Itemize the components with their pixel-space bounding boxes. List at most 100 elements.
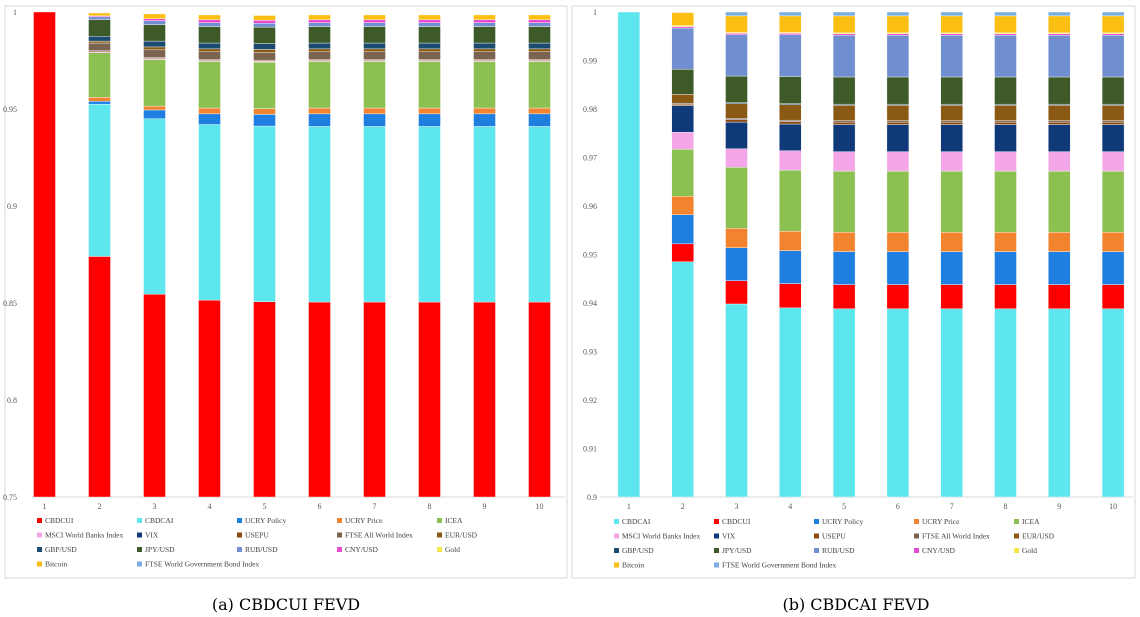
bar-segment-cbdcai <box>143 118 166 295</box>
bar-segment-gbp-usd <box>143 40 166 48</box>
legend-label: Gold <box>445 545 460 554</box>
bar-segment-ucry-price <box>1101 231 1125 252</box>
bar-segment-cbdcui <box>528 301 551 497</box>
bar-segment-eur-usd <box>779 104 802 121</box>
legend-item-eur-usd: EUR/USD <box>1014 532 1055 541</box>
panel-b-x-ticks: 1 2 3 4 5 6 7 8 9 10 <box>627 502 1117 511</box>
bar-segment-cbdcui <box>363 301 386 497</box>
bar-column-3 <box>143 13 166 497</box>
bar-segment-icea <box>994 170 1017 233</box>
y-tick-label: 0.9 <box>587 493 597 502</box>
legend-label: FTSE All World Index <box>922 532 990 541</box>
y-tick-label: 0.91 <box>583 445 597 454</box>
bar-segment-eur-usd <box>725 103 748 119</box>
bar-segment-cbdcai <box>363 126 386 303</box>
y-tick-label: 0.97 <box>583 154 597 163</box>
bar-segment-ucry-policy <box>88 101 111 105</box>
bar-segment-jpy-usd <box>253 26 276 44</box>
bar-segment-jpy-usd <box>832 76 856 105</box>
bar-segment-bitcoin <box>308 14 331 20</box>
bar-segment-ucry-price <box>779 231 802 251</box>
bar-segment-bitcoin <box>528 14 551 20</box>
legend-label: EUR/USD <box>445 531 478 540</box>
bar-segment-eur-usd <box>198 48 221 52</box>
bar-segment-cny-usd <box>1101 33 1125 36</box>
bar-segment-ucry-price <box>1048 231 1071 252</box>
bar-segment-icea <box>940 170 963 233</box>
bar-segment-vix <box>886 124 910 152</box>
bar-column-8 <box>418 14 441 497</box>
legend-item-icea: ICEA <box>437 516 463 525</box>
y-tick-label: 1 <box>593 8 597 17</box>
bar-segment-rub-usd <box>1048 35 1071 78</box>
bar-segment-usepu <box>1048 121 1071 125</box>
bar-segment-rub-usd <box>363 22 386 27</box>
bar-segment-eur-usd <box>832 104 856 121</box>
legend-swatch <box>614 519 619 524</box>
bar-segment-cbdcui <box>33 12 56 497</box>
bar-segment-ftse-all-world-index <box>418 51 441 60</box>
bar-segment-bitcoin <box>418 14 441 20</box>
bar-segment-ucry-policy <box>940 251 963 285</box>
bar-segment-bitcoin <box>253 15 276 21</box>
bar-segment-rub-usd <box>88 16 111 20</box>
legend-label: RUB/USD <box>822 546 855 555</box>
bar-segment-ucry-price <box>994 231 1017 252</box>
bar-segment-icea <box>418 61 441 109</box>
x-tick-label: 4 <box>208 502 212 511</box>
y-tick-label: 0.93 <box>583 348 597 357</box>
bar-segment-jpy-usd <box>725 75 748 103</box>
y-tick-label: 0.75 <box>3 493 17 502</box>
bar-segment-ftse-all-world-index <box>473 51 496 60</box>
bar-segment-ucry-policy <box>198 113 221 125</box>
legend-label: Bitcoin <box>622 561 644 570</box>
bar-segment-jpy-usd <box>1101 76 1125 105</box>
bar-segment-eur-usd <box>88 40 111 44</box>
bar-segment-jpy-usd <box>1048 76 1071 105</box>
x-tick-label: 5 <box>842 502 846 511</box>
bar-segment-cny-usd <box>473 19 496 23</box>
x-tick-label: 7 <box>373 502 377 511</box>
bar-segment-rub-usd <box>779 34 802 77</box>
legend-swatch <box>37 532 42 538</box>
legend-swatch <box>437 518 442 523</box>
bar-column-9 <box>473 14 496 497</box>
legend-item-bitcoin: Bitcoin <box>37 560 67 569</box>
legend-swatch <box>437 547 442 552</box>
bar-column-9 <box>1048 12 1071 497</box>
bar-segment-icea <box>528 61 551 109</box>
legend-swatch <box>814 533 819 539</box>
bar-segment-msci-world-banks-index <box>779 150 802 171</box>
bar-segment-ucry-policy <box>253 114 276 127</box>
bar-segment-ucry-policy <box>725 247 748 281</box>
bar-segment-cbdcui <box>725 280 748 305</box>
bar-segment-ftse-all-world-index <box>143 49 166 58</box>
bar-column-8 <box>994 12 1017 497</box>
bar-segment-eur-usd <box>418 48 441 52</box>
legend-item-ucry-policy: UCRY Policy <box>814 517 863 526</box>
bar-segment-ucry-price <box>253 108 276 115</box>
legend-swatch <box>37 547 42 552</box>
bar-segment-usepu <box>832 121 856 125</box>
bar-segment-vix <box>1048 124 1071 152</box>
bar-segment-ucry-price <box>725 228 748 248</box>
bar-segment-icea <box>198 61 221 109</box>
bar-segment-ucry-price <box>886 231 910 252</box>
y-tick-label: 0.94 <box>583 299 597 308</box>
bar-segment-vix <box>832 124 856 152</box>
legend-label: Bitcoin <box>45 560 67 569</box>
legend-item-ucry-price: UCRY Price <box>337 516 383 525</box>
legend-swatch <box>914 533 919 539</box>
x-tick-label: 5 <box>263 502 267 511</box>
legend-label: Gold <box>1022 546 1037 555</box>
legend-swatch <box>714 562 719 568</box>
bar-segment-bitcoin <box>779 15 802 33</box>
bar-segment-cny-usd <box>1048 33 1071 36</box>
bar-segment-cbdcai <box>779 307 802 497</box>
legend-swatch <box>614 548 619 553</box>
bar-segment-cbdcui <box>88 256 111 497</box>
bar-segment-gbp-usd <box>418 42 441 50</box>
legend-swatch <box>714 519 719 524</box>
bar-segment-ucry-policy <box>528 113 551 127</box>
bar-segment-jpy-usd <box>886 76 910 105</box>
